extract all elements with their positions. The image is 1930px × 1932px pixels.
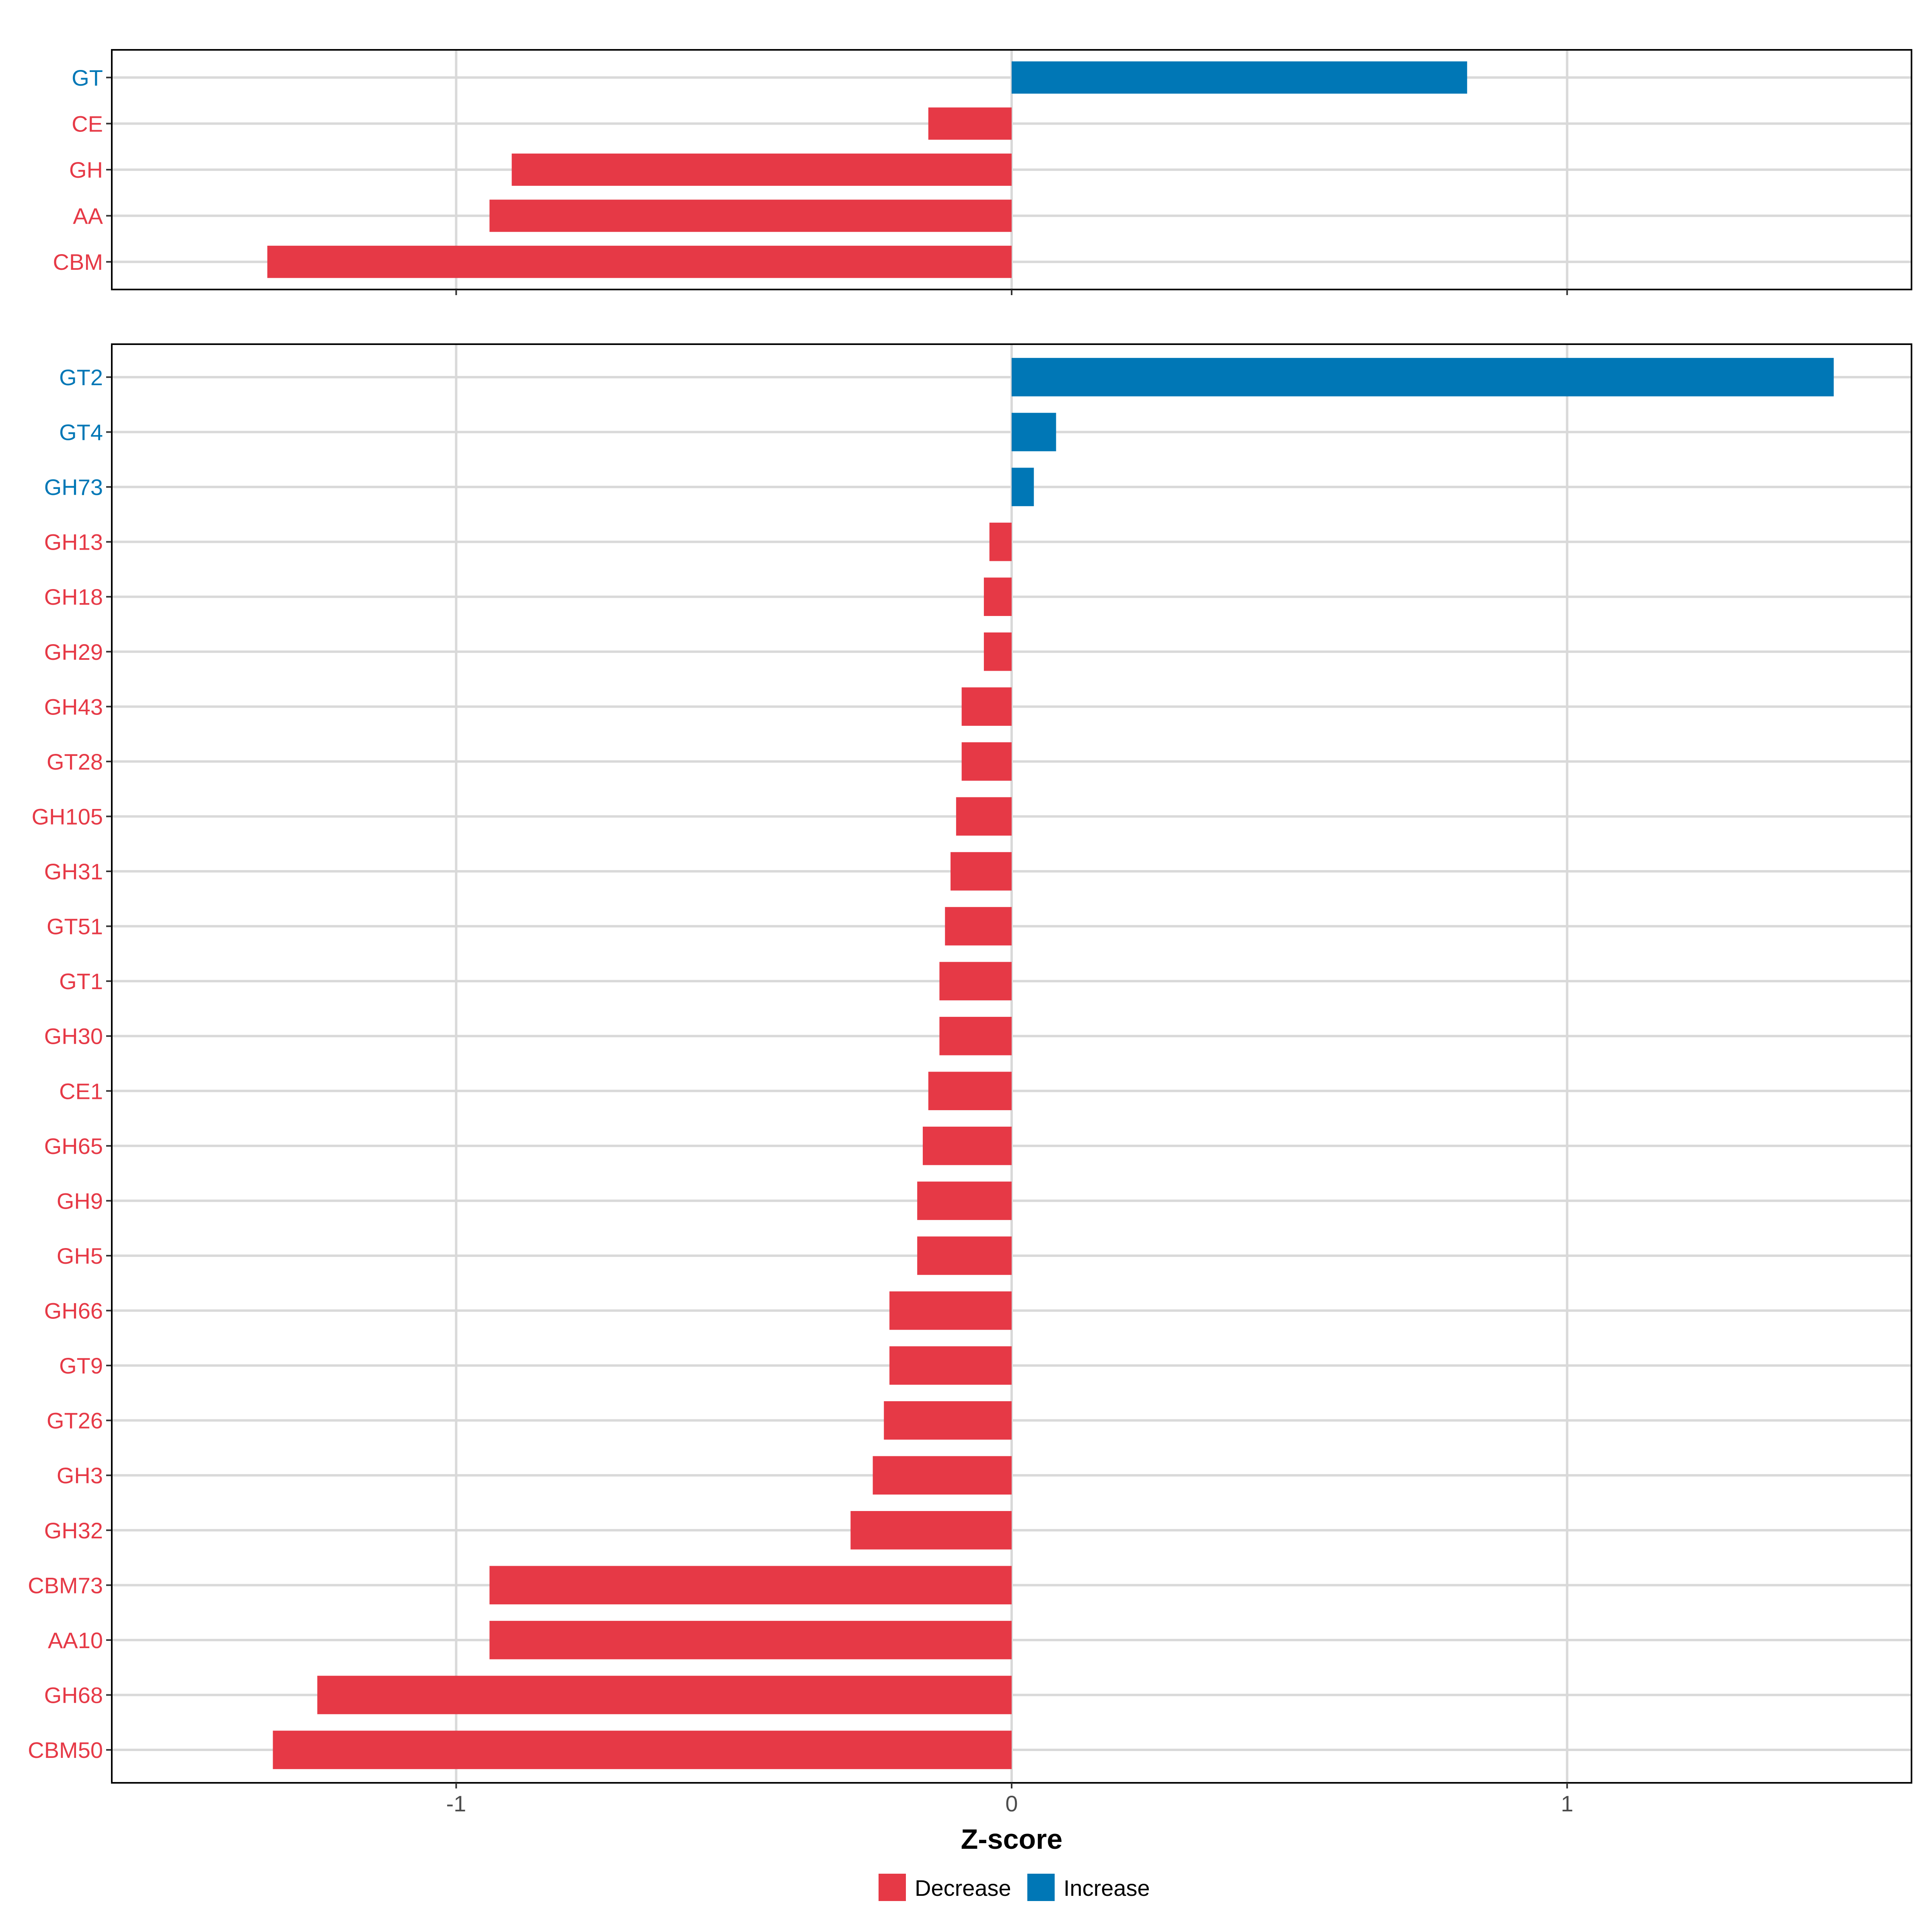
bar xyxy=(267,246,1012,278)
legend-key-decrease xyxy=(879,1874,906,1901)
bar xyxy=(273,1731,1012,1769)
bar xyxy=(961,687,1012,726)
category-label: GH29 xyxy=(44,639,103,665)
bar xyxy=(511,153,1012,186)
category-label: AA xyxy=(73,203,103,229)
category-label: GH18 xyxy=(44,584,103,610)
bar xyxy=(983,632,1012,671)
category-label: AA10 xyxy=(48,1628,103,1653)
top-panel: GT CE GH AA CBM xyxy=(53,49,1912,295)
bar xyxy=(939,1016,1012,1055)
bar xyxy=(917,1236,1012,1275)
category-label: GT4 xyxy=(59,420,103,445)
bar xyxy=(489,1621,1012,1659)
bar xyxy=(922,1127,1012,1165)
category-label: CBM xyxy=(53,249,103,275)
category-label: CBM50 xyxy=(28,1737,103,1763)
category-label: GH9 xyxy=(57,1188,103,1213)
category-label: GT28 xyxy=(47,749,103,774)
bar xyxy=(884,1401,1012,1440)
category-label: GH3 xyxy=(57,1463,103,1488)
bar xyxy=(1012,468,1034,506)
bar xyxy=(317,1675,1012,1714)
category-label: GT9 xyxy=(59,1353,103,1378)
bar xyxy=(983,577,1012,616)
bar xyxy=(889,1291,1012,1330)
bar xyxy=(939,962,1012,1000)
bar xyxy=(489,199,1012,232)
bar xyxy=(945,907,1012,946)
x-tick-label: 0 xyxy=(1005,1791,1018,1816)
category-label: GH105 xyxy=(32,804,103,829)
category-label: GH32 xyxy=(44,1518,103,1543)
category-label: GH xyxy=(69,157,103,183)
category-label: CE1 xyxy=(59,1078,103,1104)
category-label: GH43 xyxy=(44,694,103,719)
category-label: GH5 xyxy=(57,1243,103,1269)
legend-key-increase xyxy=(1027,1874,1055,1901)
category-label: GH31 xyxy=(44,859,103,884)
bar xyxy=(1012,358,1834,396)
legend: Decrease Increase xyxy=(879,1874,1150,1901)
bar xyxy=(489,1566,1012,1605)
bar xyxy=(928,107,1012,140)
x-axis: -1 0 1 xyxy=(446,1791,1573,1816)
bar xyxy=(1012,413,1056,452)
category-label: GH73 xyxy=(44,474,103,500)
bar xyxy=(1012,61,1467,94)
category-label: GT26 xyxy=(47,1408,103,1433)
bar xyxy=(873,1456,1012,1495)
legend-label: Increase xyxy=(1064,1875,1150,1901)
bar xyxy=(956,797,1012,836)
category-label: GT1 xyxy=(59,969,103,994)
category-label: GT2 xyxy=(59,365,103,390)
x-tick-label: 1 xyxy=(1561,1791,1573,1816)
category-label: CE xyxy=(72,111,103,136)
bar xyxy=(961,742,1012,781)
x-tick-label: -1 xyxy=(446,1791,466,1816)
bar xyxy=(928,1072,1012,1111)
category-label: GH30 xyxy=(44,1024,103,1049)
category-label: GH13 xyxy=(44,530,103,555)
category-label: GT51 xyxy=(47,914,103,939)
category-label: GH66 xyxy=(44,1298,103,1324)
bottom-panel: GT2 GT4 GH73 GH13 GH18 GH29 GH43 GT28 GH105 GH31 G… xyxy=(28,343,1912,1788)
category-label: CBM73 xyxy=(28,1573,103,1598)
x-axis-label: Z-score xyxy=(961,1823,1063,1855)
bar xyxy=(917,1181,1012,1220)
legend-label: Decrease xyxy=(915,1875,1011,1901)
category-label: GT xyxy=(72,65,103,90)
bar xyxy=(850,1511,1012,1550)
category-label: GH68 xyxy=(44,1682,103,1708)
bar xyxy=(889,1346,1012,1385)
bar xyxy=(951,852,1012,891)
bar xyxy=(989,522,1012,561)
category-label: GH65 xyxy=(44,1133,103,1159)
